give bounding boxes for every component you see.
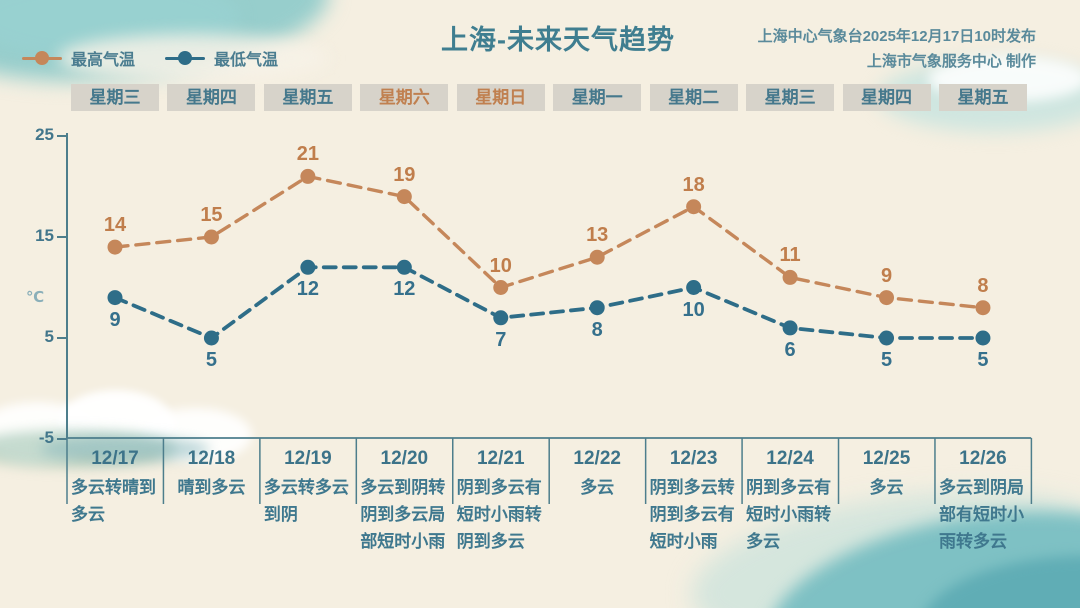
forecast-date: 12/20: [380, 448, 429, 469]
high-temp-label-12/20: 19: [393, 163, 416, 186]
forecast-weather-text: 多云转晴到多云: [70, 478, 156, 524]
y-axis-unit: ℃: [26, 289, 45, 306]
high-temp-label-12/23: 18: [682, 173, 705, 196]
high-temp-label-12/24: 11: [779, 244, 801, 267]
y-tick-5: 5: [44, 327, 54, 346]
y-tick--5: -5: [38, 428, 54, 447]
forecast-weather-text: 晴到多云: [177, 478, 246, 497]
forecast-date: 12/17: [91, 448, 139, 469]
low-temp-label-12/22: 8: [591, 318, 603, 341]
forecast-column-12/20: 12/20 多云到阴转阴到多云局部短时小雨: [356, 440, 452, 555]
high-temp-label-12/26: 8: [977, 274, 989, 297]
forecast-column-12/22: 12/22 多云: [549, 440, 645, 501]
forecast-date: 12/22: [573, 448, 621, 469]
forecast-weather-text: 阴到多云有短时小雨转多云: [746, 478, 832, 551]
forecast-column-12/23: 12/23 阴到多云转阴到多云有短时小雨: [645, 440, 741, 555]
forecast-column-12/25: 12/25 多云: [838, 440, 934, 501]
forecast-date: 12/18: [187, 448, 236, 469]
forecast-column-12/24: 12/24 阴到多云有短时小雨转多云: [742, 440, 838, 555]
weekday-header-12/23: 星期二: [649, 84, 738, 111]
forecast-date: 12/25: [862, 448, 911, 469]
forecast-column-12/19: 12/19 多云转多云到阴: [260, 440, 356, 528]
low-temp-label-12/21: 7: [495, 328, 507, 351]
forecast-weather-text: 阴到多云转阴到多云有短时小雨: [649, 478, 735, 551]
high-temp-label-12/21: 10: [489, 254, 512, 277]
forecast-date: 12/26: [959, 448, 1007, 469]
forecast-weather-text: 多云: [580, 478, 615, 497]
low-temp-label-12/26: 5: [977, 349, 989, 371]
high-temp-label-12/25: 9: [880, 264, 893, 287]
forecast-date: 12/23: [669, 448, 718, 469]
high-temp-label-12/17: 14: [103, 214, 127, 237]
low-temp-label-12/17: 9: [109, 308, 121, 331]
weekday-header-12/20: 星期六: [360, 84, 449, 111]
y-tick-25: 25: [35, 125, 54, 144]
forecast-column-12/18: 12/18 晴到多云: [163, 440, 259, 501]
low-temp-label-12/18: 5: [205, 349, 217, 371]
forecast-weather-text: 多云到阴局部有短时小雨转多云: [938, 478, 1024, 551]
weekday-header-12/24: 星期三: [746, 84, 835, 111]
forecast-weather-text: 多云: [869, 478, 904, 497]
low-temp-label-12/20: 12: [393, 278, 416, 301]
forecast-weather-text: 阴到多云有短时小雨转阴到多云: [456, 478, 542, 551]
low-temp-label-12/25: 5: [880, 349, 893, 371]
high-temp-label-12/19: 21: [296, 143, 319, 166]
page-title: 上海-未来天气趋势: [441, 25, 675, 55]
y-tick-15: 15: [35, 226, 54, 245]
weekday-header-12/22: 星期一: [553, 84, 642, 111]
forecast-date: 12/21: [476, 448, 525, 469]
forecast-weather-text: 多云到阴转阴到多云局部短时小雨: [360, 478, 446, 551]
weekday-header-12/21: 星期日: [456, 84, 545, 111]
high-temp-label-12/18: 15: [200, 204, 223, 226]
high-temp-label-12/22: 13: [586, 224, 609, 247]
forecast-column-12/26: 12/26 多云到阴局部有短时小雨转多云: [935, 440, 1031, 555]
low-temp-label-12/24: 6: [784, 338, 796, 361]
low-temp-label-12/23: 10: [682, 298, 705, 321]
forecast-date: 12/19: [284, 448, 332, 469]
forecast-column-12/17: 12/17 多云转晴到多云: [67, 440, 163, 528]
forecast-date: 12/24: [766, 448, 814, 469]
low-temp-label-12/19: 12: [296, 278, 319, 301]
publish-time-line: 上海中心气象台2025年12月17日10时发布: [757, 28, 1036, 45]
forecast-column-12/21: 12/21 阴到多云有短时小雨转阴到多云: [453, 440, 549, 555]
forecast-weather-text: 多云转多云到阴: [263, 478, 349, 524]
